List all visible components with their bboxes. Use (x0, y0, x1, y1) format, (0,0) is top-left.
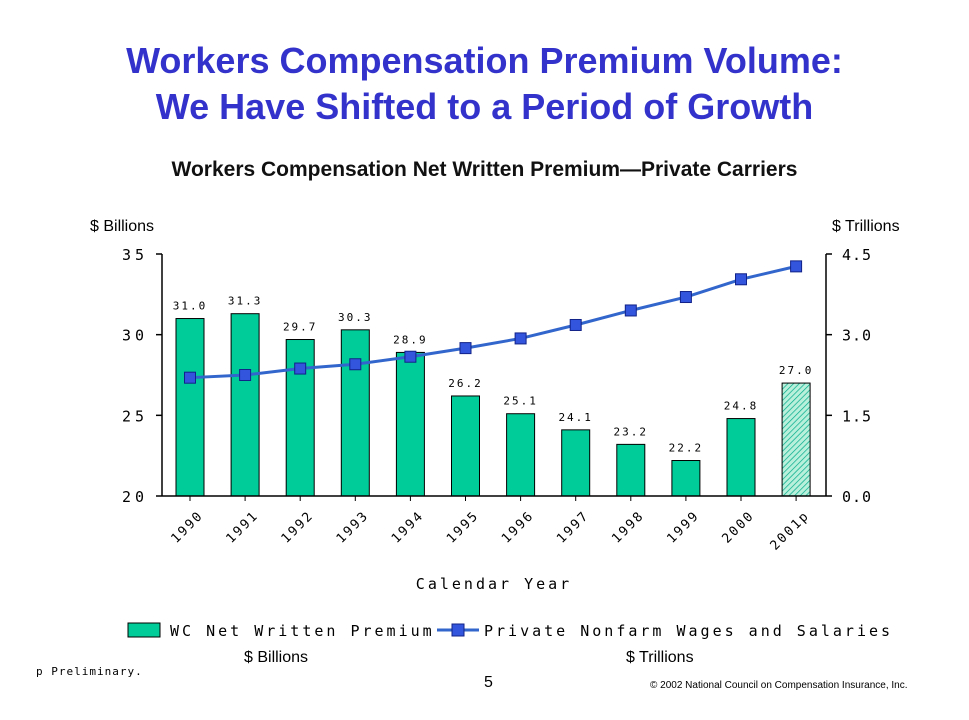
x-tick-label: 2000 (719, 508, 757, 546)
bar-1995 (451, 395, 480, 497)
x-tick-label: 1991 (224, 508, 262, 546)
legend-line-label: Private Nonfarm Wages and Salaries (484, 622, 893, 640)
wages-point-2001p (790, 260, 803, 273)
page-number: 5 (484, 674, 493, 691)
bar-value-label: 25.1 (503, 395, 538, 408)
x-tick-label: 1990 (168, 508, 206, 546)
title-line-1: Workers Compensation Premium Volume: (126, 40, 843, 81)
wages-point-1998 (624, 304, 637, 317)
wages-point-1994 (404, 350, 417, 363)
legend-line-marker (451, 623, 465, 637)
x-tick-label: 2001p (768, 508, 813, 553)
x-tick-label: 1995 (444, 508, 482, 546)
legend-bar-label: WC Net Written Premium (170, 622, 435, 640)
wages-point-1997 (569, 318, 582, 331)
slide-title: Workers Compensation Premium Volume: We … (0, 38, 969, 130)
bar-value-label: 31.3 (228, 295, 263, 308)
right-tick-label: 3.0 (842, 327, 872, 345)
bar-1998 (616, 443, 646, 497)
x-tick-label: 1993 (334, 508, 372, 546)
bar-1990 (175, 318, 205, 497)
bar-value-label: 24.1 (558, 411, 593, 424)
bar-value-label: 27.0 (779, 364, 814, 377)
footnote: p Preliminary. (36, 665, 143, 678)
left-axis-unit: $ Billions (90, 218, 155, 235)
x-tick-label: 1999 (664, 508, 702, 546)
chart-subtitle: Workers Compensation Net Written Premium… (171, 158, 798, 181)
right-tick-label: 1.5 (842, 407, 872, 425)
copyright: © 2002 National Council on Compensation … (650, 680, 908, 691)
wages-point-1996 (514, 332, 527, 345)
right-tick-label: 0.0 (842, 488, 872, 506)
left-tick-label: 30 (122, 327, 148, 345)
wages-point-2000 (735, 273, 747, 286)
right-tick-label: 4.5 (842, 246, 872, 264)
wages-point-1991 (239, 369, 252, 381)
bar-1993 (340, 329, 370, 497)
bar-value-label: 30.3 (338, 311, 373, 324)
legend-bar-swatch (127, 622, 161, 638)
title-line-2: We Have Shifted to a Period of Growth (155, 86, 814, 127)
left-tick-label: 35 (122, 246, 148, 264)
bar-value-label: 24.8 (724, 400, 759, 413)
bar-1999 (671, 460, 701, 497)
x-tick-label: 1992 (279, 508, 317, 546)
wages-point-1999 (679, 291, 692, 304)
bar-value-label: 28.9 (393, 333, 428, 346)
bar-value-label: 22.2 (669, 442, 704, 455)
x-tick-label: 1994 (389, 508, 427, 546)
bar-1996 (506, 413, 536, 497)
wages-point-1995 (459, 342, 472, 355)
bar-value-label: 29.7 (283, 321, 318, 334)
wages-point-1990 (184, 371, 196, 384)
x-tick-label: 1996 (499, 508, 537, 546)
left-tick-label: 20 (122, 488, 148, 506)
bar-value-label: 31.0 (173, 300, 208, 313)
left-tick-label: 25 (122, 407, 148, 425)
x-tick-label: 1998 (609, 508, 647, 546)
legend-bar-unit: $ Billions (244, 649, 309, 666)
legend-line-unit: $ Trillions (626, 649, 694, 666)
bar-1997 (561, 429, 591, 497)
bar-1991 (230, 313, 260, 497)
bar-value-label: 23.2 (614, 425, 649, 438)
wages-point-1992 (294, 362, 307, 375)
bar-2001p (781, 382, 811, 497)
wages-point-1993 (349, 358, 362, 371)
bar-1994 (395, 351, 425, 497)
bar-value-label: 26.2 (448, 377, 483, 390)
bar-2000 (726, 418, 756, 497)
wages-line (189, 264, 797, 380)
right-axis-unit: $ Trillions (832, 218, 900, 235)
x-tick-label: 1997 (554, 508, 592, 546)
x-axis-label: Calendar Year (416, 575, 572, 593)
